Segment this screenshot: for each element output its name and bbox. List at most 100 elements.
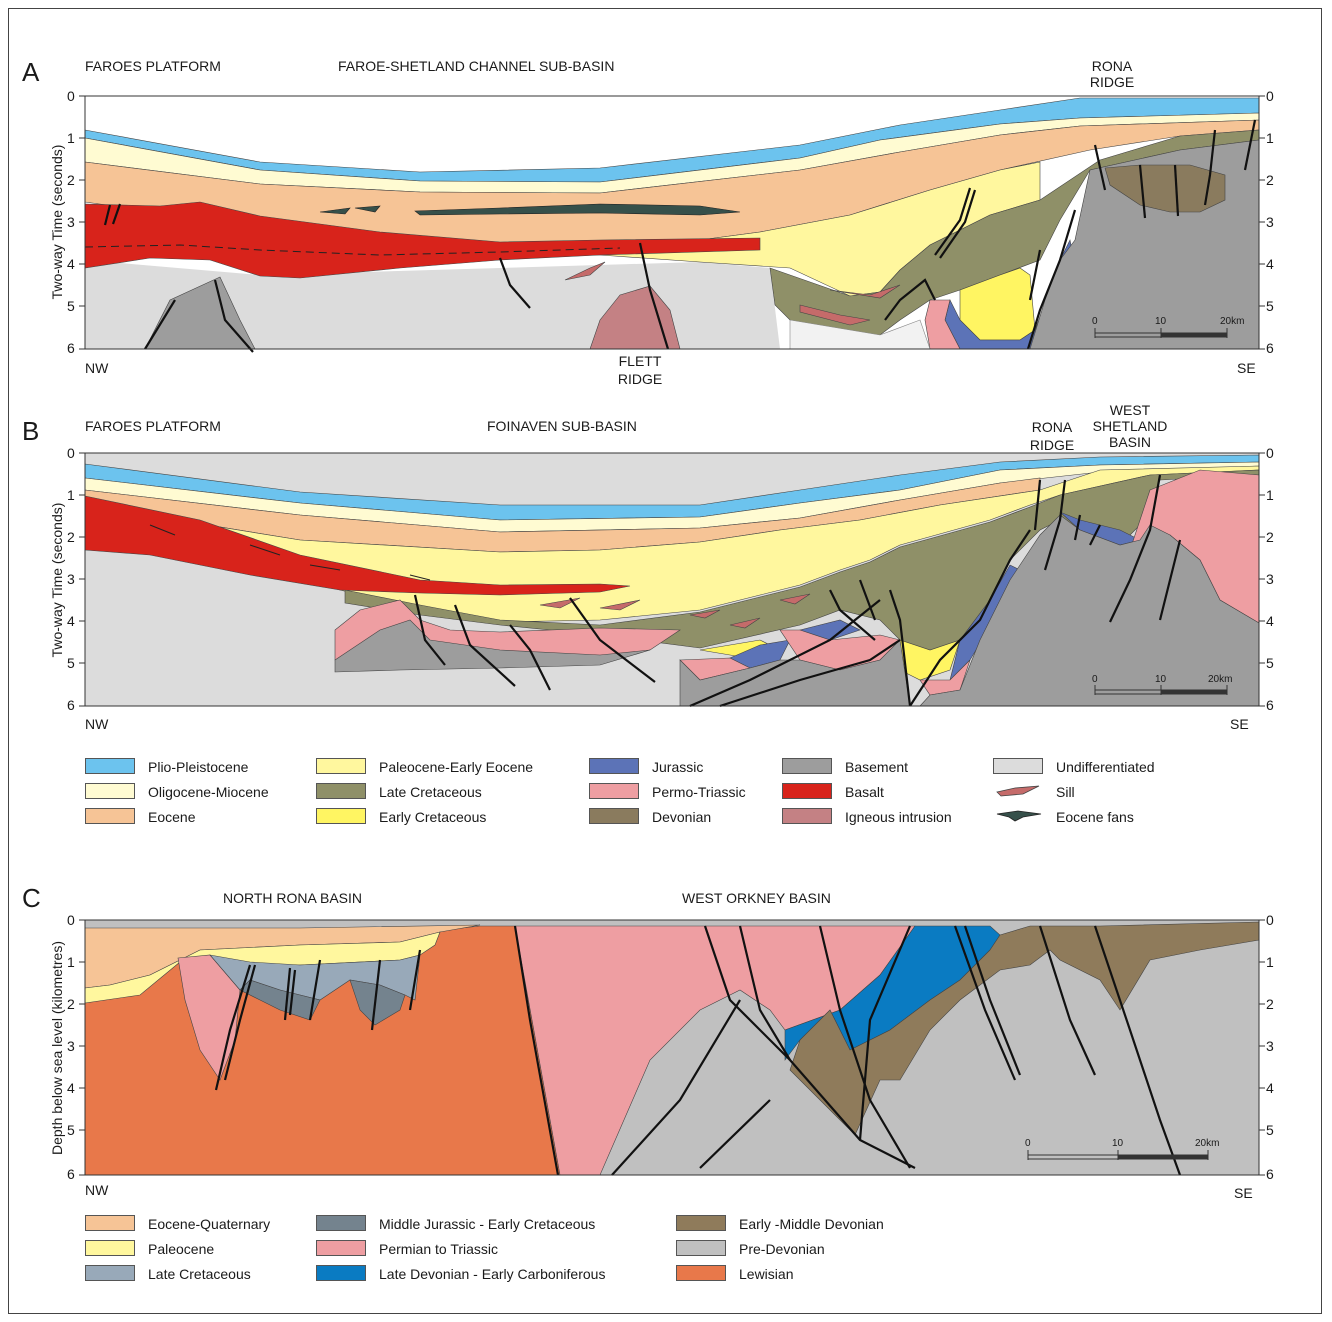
c-scale-0: 0	[1025, 1138, 1031, 1149]
c-scale-10: 10	[1112, 1138, 1124, 1149]
panel-a-tick-2-left: 2	[67, 172, 75, 188]
legend-label: Late Cretaceous	[379, 784, 482, 800]
panel-b-tick-2-left: 2	[67, 529, 75, 545]
panel-b-tick-6-right: 6	[1266, 697, 1274, 713]
legend-label: Jurassic	[652, 759, 704, 775]
swatch-mid-jurassic	[316, 1215, 366, 1231]
legend-label: Eocene fans	[1056, 809, 1134, 825]
panel-a-tick-3-right: 3	[1266, 214, 1274, 230]
legend-label: Early Cretaceous	[379, 809, 487, 825]
b-faults	[413, 474, 1182, 708]
c-faults	[214, 925, 1182, 1176]
swatch-early-cretaceous	[316, 808, 366, 824]
swatch-eocene-quaternary	[85, 1215, 135, 1231]
legend-label: Devonian	[652, 809, 712, 825]
swatch-basalt	[782, 783, 832, 799]
b-scale-20: 20km	[1208, 674, 1233, 685]
figure-frame	[8, 8, 1322, 1314]
c-ticks	[79, 919, 1265, 1176]
a-sills	[564, 261, 901, 326]
a-faults	[103, 119, 1257, 353]
a-undiff-wedge	[789, 319, 931, 350]
panel-c-west-orkney-label: WEST ORKNEY BASIN	[682, 890, 831, 906]
swatch-lewisian	[676, 1265, 726, 1281]
panel-c-north-rona-label: NORTH RONA BASIN	[223, 890, 362, 906]
panel-c-tick-6-right: 6	[1266, 1166, 1274, 1182]
swatch-paleocene	[85, 1240, 135, 1256]
panel-c-tick-4-left: 4	[67, 1080, 75, 1096]
panel-c-tick-3-right: 3	[1266, 1038, 1274, 1054]
a-scale-bar	[1094, 328, 1228, 338]
panel-a-tick-3-left: 3	[67, 214, 75, 230]
b-basalt	[84, 495, 631, 596]
swatch-undifferentiated	[993, 758, 1043, 774]
legend-label: Permian to Triassic	[379, 1241, 499, 1257]
panel-b-tick-0-left: 0	[67, 445, 75, 461]
panel-b-se-label: SE	[1230, 716, 1249, 732]
a-basalt	[84, 201, 761, 279]
b-sills	[539, 593, 811, 629]
b-basement-mid	[334, 619, 651, 673]
b-ticks	[79, 452, 1265, 707]
swatch-paleocene-early-eocene	[316, 758, 366, 774]
legend-label: Igneous intrusion	[845, 809, 952, 825]
panel-a-tick-1-right: 1	[1266, 130, 1274, 146]
panel-a-tick-5-right: 5	[1266, 298, 1274, 314]
legend-label: Paleocene	[148, 1241, 215, 1257]
panel-b-tick-6-left: 6	[67, 697, 75, 713]
panel-a-rona-ridge-label: RONA RIDGE	[1089, 58, 1135, 90]
panel-a-tick-0-left: 0	[67, 88, 75, 104]
panel-b-tick-1-right: 1	[1266, 487, 1274, 503]
panel-b-tick-3-right: 3	[1266, 571, 1274, 587]
legend-label: Lewisian	[739, 1266, 794, 1282]
legend-label: Early -Middle Devonian	[739, 1216, 884, 1232]
panel-b-faroes-platform-label: FAROES PLATFORM	[85, 418, 221, 434]
swatch-late-cretaceous	[316, 783, 366, 799]
swatch-plio-pleistocene	[85, 758, 135, 774]
sill-symbol	[996, 785, 1040, 797]
panel-c-nw-label: NW	[85, 1182, 109, 1198]
panel-a-section	[79, 95, 1265, 353]
legend-label: Late Cretaceous	[148, 1266, 251, 1282]
swatch-early-middle-devonian	[676, 1215, 726, 1231]
legend-label: Middle Jurassic - Early Cretaceous	[379, 1216, 596, 1232]
panel-a-nw-label: NW	[85, 360, 109, 376]
c-scale-bar	[1027, 1150, 1209, 1160]
panel-a-letter: A	[22, 57, 40, 87]
panel-c-tick-3-left: 3	[67, 1038, 75, 1054]
a-scale-10: 10	[1155, 316, 1167, 327]
panel-a-tick-5-left: 5	[67, 298, 75, 314]
swatch-permo-triassic	[589, 783, 639, 799]
legend-label: Plio-Pleistocene	[148, 759, 249, 775]
panel-b-sub-basin-label: FOINAVEN SUB-BASIN	[487, 418, 637, 434]
legend-label: Paleocene-Early Eocene	[379, 759, 534, 775]
panel-b-tick-0-right: 0	[1266, 445, 1274, 461]
panel-c-tick-0-right: 0	[1266, 912, 1274, 928]
panel-a-tick-2-right: 2	[1266, 172, 1274, 188]
panel-a-tick-0-right: 0	[1266, 88, 1274, 104]
panel-c-tick-2-left: 2	[67, 996, 75, 1012]
panel-a-tick-4-right: 4	[1266, 256, 1274, 272]
panel-b-tick-5-right: 5	[1266, 655, 1274, 671]
legend-label: Eocene	[148, 809, 196, 825]
a-scale-20: 20km	[1220, 316, 1245, 327]
panel-b-tick-1-left: 1	[67, 487, 75, 503]
eocene-fans-symbol	[996, 810, 1042, 822]
panel-a-tick-4-left: 4	[67, 256, 75, 272]
legend-label: Basalt	[845, 784, 884, 800]
panel-a-faroes-platform-label: FAROES PLATFORM	[85, 58, 221, 74]
panel-c-section	[79, 919, 1265, 1176]
panel-b-tick-4-left: 4	[67, 613, 75, 629]
a-ticks	[79, 95, 1265, 350]
panel-c-se-label: SE	[1234, 1185, 1253, 1201]
legend-label: Pre-Devonian	[739, 1241, 825, 1257]
swatch-pre-devonian	[676, 1240, 726, 1256]
legend-label: Oligocene-Miocene	[148, 784, 269, 800]
swatch-late-cretaceous-c	[85, 1265, 135, 1281]
panel-a-tick-6-left: 6	[67, 340, 75, 356]
panel-a-sub-basin-label: FAROE-SHETLAND CHANNEL SUB-BASIN	[338, 58, 615, 74]
b-scale-10: 10	[1155, 674, 1167, 685]
swatch-jurassic	[589, 758, 639, 774]
b-late-cretaceous	[344, 469, 1260, 651]
panel-b-section	[79, 452, 1265, 708]
